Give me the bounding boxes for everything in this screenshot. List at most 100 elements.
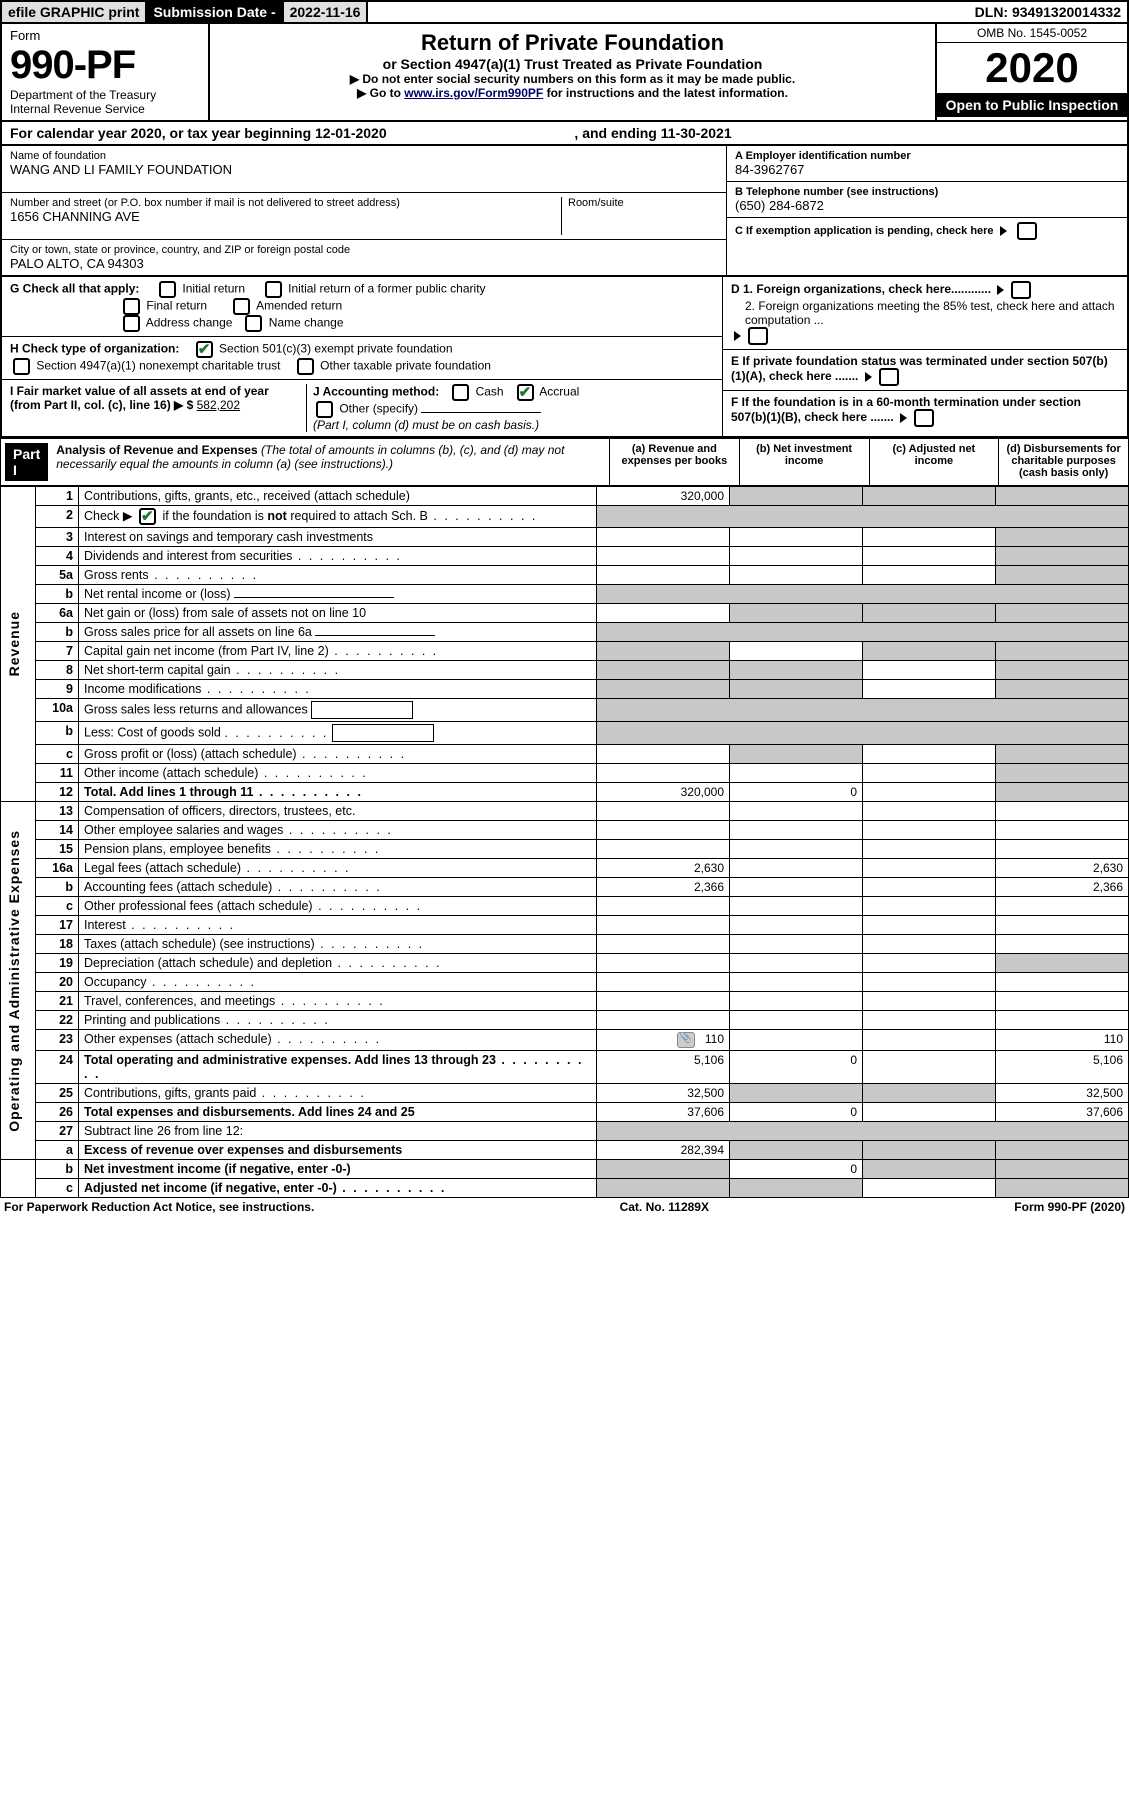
line-num: 24 xyxy=(36,1051,79,1084)
line-desc: Other income (attach schedule) xyxy=(79,764,597,783)
line-desc: Compensation of officers, directors, tru… xyxy=(79,802,597,821)
line-num: c xyxy=(36,745,79,764)
table-row: 20Occupancy xyxy=(1,973,1129,992)
arrow-icon xyxy=(997,285,1004,295)
line-desc: Net short-term capital gain xyxy=(79,661,597,680)
form-ref: Form 990-PF (2020) xyxy=(1014,1200,1125,1214)
table-row: cGross profit or (loss) (attach schedule… xyxy=(1,745,1129,764)
col-a-header: (a) Revenue and expenses per books xyxy=(609,439,739,485)
line-num: 20 xyxy=(36,973,79,992)
j-label: J Accounting method: xyxy=(313,385,439,399)
line-num: 10a xyxy=(36,699,79,722)
tax-year: 2020 xyxy=(937,43,1127,93)
form-number: 990-PF xyxy=(10,43,200,88)
ssn-warning: ▶ Do not enter social security numbers o… xyxy=(216,72,929,86)
col-b-shaded xyxy=(730,487,863,506)
accrual-checkbox[interactable] xyxy=(517,384,534,401)
line-desc: Total expenses and disbursements. Add li… xyxy=(79,1103,597,1122)
table-row: 25Contributions, gifts, grants paid32,50… xyxy=(1,1084,1129,1103)
address-change-checkbox[interactable] xyxy=(123,315,140,332)
line-desc: Less: Cost of goods sold xyxy=(84,726,221,740)
arrow-icon xyxy=(1000,226,1007,236)
city-label: City or town, state or province, country… xyxy=(10,244,718,256)
line-desc: Other employee salaries and wages xyxy=(79,821,597,840)
line2-not: not xyxy=(267,509,286,523)
col-c-header: (c) Adjusted net income xyxy=(869,439,999,485)
other-taxable-checkbox[interactable] xyxy=(297,358,314,375)
table-row: 10a Gross sales less returns and allowanc… xyxy=(1,699,1129,722)
table-row: 6aNet gain or (loss) from sale of assets… xyxy=(1,604,1129,623)
table-row: bNet rental income or (loss) xyxy=(1,585,1129,604)
col-b-value: 0 xyxy=(730,1160,863,1179)
d2-checkbox[interactable] xyxy=(748,327,768,345)
col-c-shaded xyxy=(863,487,996,506)
d1-checkbox[interactable] xyxy=(1011,281,1031,299)
line-num: 8 xyxy=(36,661,79,680)
e-checkbox[interactable] xyxy=(879,368,899,386)
501c3-checkbox[interactable] xyxy=(196,341,213,358)
attachment-icon[interactable]: 📎 xyxy=(677,1032,695,1048)
line-num: b xyxy=(36,623,79,642)
form-header: Form 990-PF Department of the Treasury I… xyxy=(0,24,1129,122)
line-desc: Gross profit or (loss) (attach schedule) xyxy=(79,745,597,764)
table-row: 9Income modifications xyxy=(1,680,1129,699)
col-d-value: 2,630 xyxy=(996,859,1129,878)
exemption-pending-label: C If exemption application is pending, c… xyxy=(735,225,994,237)
col-a-value: 2,366 xyxy=(597,878,730,897)
col-d-header: (d) Disbursements for charitable purpose… xyxy=(998,439,1128,485)
schb-checkbox[interactable] xyxy=(139,508,156,525)
col-a-value: 320,000 xyxy=(597,783,730,802)
table-row: 18Taxes (attach schedule) (see instructi… xyxy=(1,935,1129,954)
final-return-checkbox[interactable] xyxy=(123,298,140,315)
opex-vertical-label: Operating and Administrative Expenses xyxy=(6,830,22,1132)
address-change-label: Address change xyxy=(146,316,233,330)
table-row: bGross sales price for all assets on lin… xyxy=(1,623,1129,642)
line-num: 3 xyxy=(36,528,79,547)
h-label: H Check type of organization: xyxy=(10,342,179,356)
line-desc: Gross sales less returns and allowances xyxy=(84,703,308,717)
line-num: b xyxy=(36,878,79,897)
table-row: bLess: Cost of goods sold xyxy=(1,722,1129,745)
line-desc: Interest on savings and temporary cash i… xyxy=(79,528,597,547)
foundation-name: WANG AND LI FAMILY FOUNDATION xyxy=(10,162,718,177)
line-desc: Other expenses (attach schedule) xyxy=(79,1030,597,1051)
line-num: b xyxy=(36,585,79,604)
line-num: 15 xyxy=(36,840,79,859)
form990pf-link[interactable]: www.irs.gov/Form990PF xyxy=(404,86,543,100)
initial-public-checkbox[interactable] xyxy=(265,281,282,298)
line-desc: Printing and publications xyxy=(79,1011,597,1030)
line-desc: Interest xyxy=(79,916,597,935)
line-desc: Total. Add lines 1 through 11 xyxy=(79,783,597,802)
entity-info: Name of foundation WANG AND LI FAMILY FO… xyxy=(0,146,1129,277)
part1-table: Revenue 1 Contributions, gifts, grants, … xyxy=(0,486,1129,1198)
initial-return-label: Initial return xyxy=(182,282,245,296)
line-num: 2 xyxy=(36,506,79,528)
line-desc: Contributions, gifts, grants paid xyxy=(79,1084,597,1103)
name-change-checkbox[interactable] xyxy=(245,315,262,332)
efile-print-label[interactable]: efile GRAPHIC print xyxy=(2,2,147,22)
line-num: c xyxy=(36,1179,79,1198)
paperwork-notice: For Paperwork Reduction Act Notice, see … xyxy=(4,1200,314,1214)
other-method-checkbox[interactable] xyxy=(316,401,333,418)
table-row: cAdjusted net income (if negative, enter… xyxy=(1,1179,1129,1198)
table-row: aExcess of revenue over expenses and dis… xyxy=(1,1141,1129,1160)
initial-return-checkbox[interactable] xyxy=(159,281,176,298)
f-checkbox[interactable] xyxy=(914,409,934,427)
table-row: 19Depreciation (attach schedule) and dep… xyxy=(1,954,1129,973)
dln-label: DLN: xyxy=(975,4,1012,20)
cash-checkbox[interactable] xyxy=(452,384,469,401)
exemption-checkbox[interactable] xyxy=(1017,222,1037,240)
501c3-label: Section 501(c)(3) exempt private foundat… xyxy=(219,342,452,356)
submission-date-label: Submission Date - xyxy=(153,4,275,20)
table-row: 21Travel, conferences, and meetings xyxy=(1,992,1129,1011)
line-num: 9 xyxy=(36,680,79,699)
line-desc: Contributions, gifts, grants, etc., rece… xyxy=(79,487,597,506)
table-row: 22Printing and publications xyxy=(1,1011,1129,1030)
amended-return-checkbox[interactable] xyxy=(233,298,250,315)
col-d-shaded xyxy=(996,487,1129,506)
form-subtitle: or Section 4947(a)(1) Trust Treated as P… xyxy=(216,56,929,72)
final-return-label: Final return xyxy=(146,299,207,313)
line-num: 14 xyxy=(36,821,79,840)
table-row: 7Capital gain net income (from Part IV, … xyxy=(1,642,1129,661)
4947-checkbox[interactable] xyxy=(13,358,30,375)
